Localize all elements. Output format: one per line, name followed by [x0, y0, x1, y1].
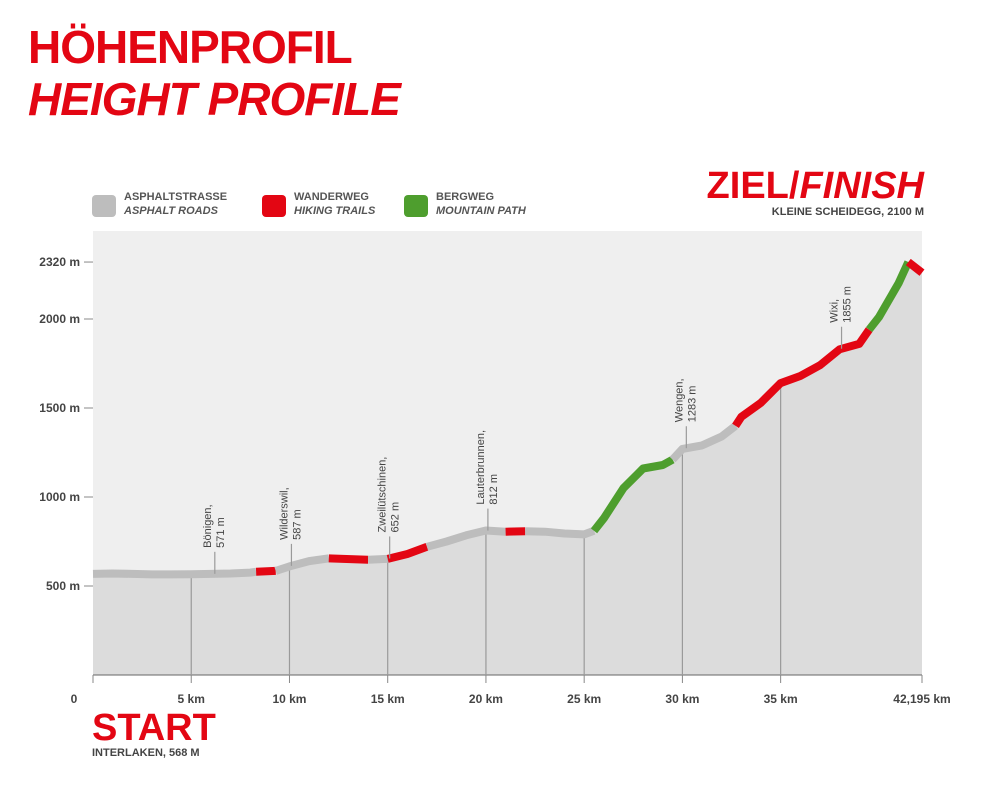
poi-elevation: 1283 m [686, 386, 698, 423]
poi-name: Wengen, [673, 378, 685, 422]
route-segment-asphalt [669, 422, 738, 463]
route-segment-hiking [732, 327, 873, 428]
x-tick-label: 5 km [178, 692, 205, 706]
route-segment-mountain [865, 260, 912, 333]
poi-name: Lauterbrunnen, [475, 430, 487, 505]
poi-label: Wengen, 1283 m [673, 378, 698, 422]
y-tick-label: 1500 m [39, 401, 80, 415]
poi-elevation: 587 m [291, 509, 303, 540]
poi-elevation: 571 m [215, 517, 227, 548]
poi-label: Lauterbrunnen, 812 m [475, 430, 500, 505]
legend-hiking-de: WANDERWEG [294, 191, 369, 203]
y-tick-label: 1000 m [39, 490, 80, 504]
route-segment-asphalt [92, 567, 257, 579]
x-tick-label: 25 km [567, 692, 601, 706]
hiking-swatch [262, 195, 286, 217]
x-tick-label: 30 km [665, 692, 699, 706]
y-tick-label: 500 m [46, 579, 80, 593]
poi-label: Wixi, 1855 m [829, 286, 854, 323]
start-label: START INTERLAKEN, 568 M [92, 708, 216, 759]
elevation-area [93, 262, 922, 675]
legend-mountain-en: MOUNTAIN PATH [436, 205, 526, 217]
finish-label: ZIEL/FINISH KLEINE SCHEIDEGG, 2100 M [707, 166, 924, 218]
x-tick-label: 15 km [371, 692, 405, 706]
finish-label-de: ZIEL/ [706, 165, 800, 207]
poi-name: Wixi, [829, 299, 841, 323]
y-tick-label: 2000 m [39, 312, 80, 326]
route-segment-hiking [905, 258, 925, 276]
poi-elevation: 652 m [390, 502, 402, 533]
start-title: START [92, 707, 216, 749]
route-segment-asphalt [425, 526, 506, 551]
route-segment-hiking [328, 554, 369, 564]
poi-elevation: 1855 m [842, 286, 854, 323]
poi-name: Zweilütschinen, [377, 457, 389, 533]
poi-elevation: 812 m [488, 474, 500, 505]
poi-name: Bönigen, [202, 504, 214, 547]
legend-asphalt-en: ASPHALT ROADS [124, 205, 218, 217]
legend-mountain-de: BERGWEG [436, 191, 495, 203]
route-segment-hiking [386, 543, 429, 563]
legend-asphalt-de: ASPHALTSTRASSE [124, 191, 228, 203]
finish-subtitle: KLEINE SCHEIDEGG, 2100 M [771, 206, 924, 218]
route-segment-mountain [590, 456, 675, 534]
x-tick-label: 35 km [764, 692, 798, 706]
title-english: HEIGHT PROFILE [28, 73, 401, 125]
x-tick-label: 20 km [469, 692, 503, 706]
route-segment-asphalt [525, 527, 596, 539]
route-segment-asphalt [274, 554, 330, 575]
asphalt-swatch [92, 195, 116, 217]
legend-hiking-en: HIKING TRAILS [294, 205, 376, 217]
finish-label-en: FINISH [799, 165, 924, 207]
poi-name: Wilderswil, [278, 487, 290, 540]
start-subtitle: INTERLAKEN, 568 M [92, 747, 200, 759]
x-tick-label: 0 [71, 692, 78, 706]
poi-label: Bönigen, 571 m [202, 504, 227, 547]
title-german: HÖHENPROFIL [28, 21, 353, 73]
poi-label: Zweilütschinen, 652 m [377, 457, 402, 533]
x-tick-label: 10 km [272, 692, 306, 706]
poi-label: Wilderswil, 587 m [278, 487, 303, 540]
route-segment-asphalt [367, 554, 388, 564]
x-tick-label: 42,195 km [893, 692, 950, 706]
y-tick-label: 2320 m [39, 255, 80, 269]
route-segment-hiking [505, 527, 526, 536]
route-segment-hiking [255, 566, 276, 576]
mountain-swatch [404, 195, 428, 217]
